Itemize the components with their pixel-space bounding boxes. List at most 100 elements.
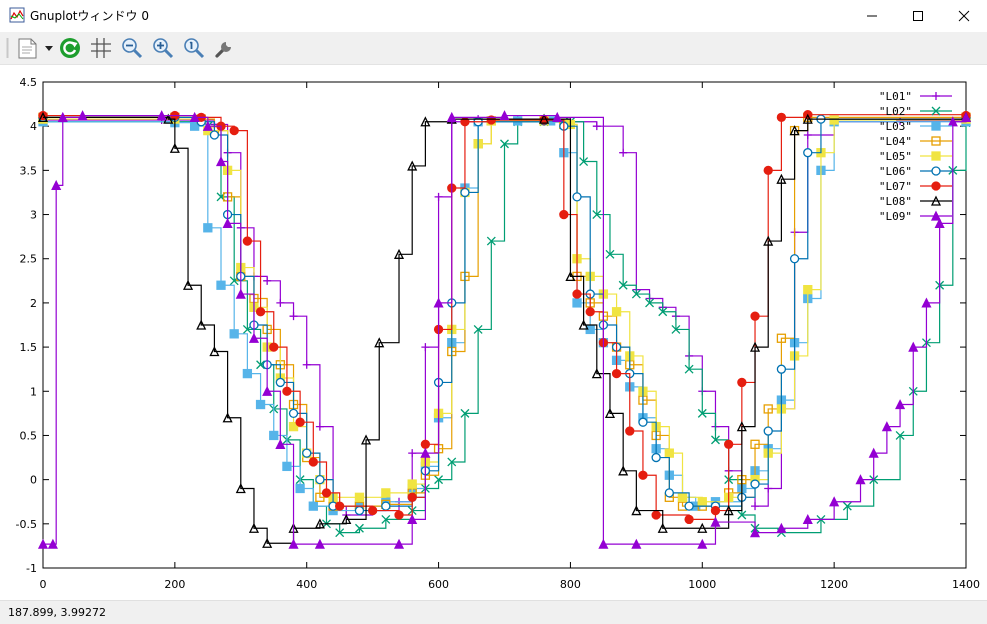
data-point [381,514,391,524]
data-point [921,297,932,308]
gnuplot-app-icon [9,7,25,23]
data-point [737,510,747,520]
y-tick-label: 3 [30,209,37,222]
data-point [572,192,582,202]
copy-print-menu-button[interactable] [14,36,56,60]
maximize-icon [913,11,923,21]
zoom-previous-icon [122,38,143,59]
x-tick-label: 1000 [688,578,716,591]
data-point [262,537,273,548]
data-point [276,298,285,307]
data-point [407,492,417,502]
data-point [486,115,496,125]
copy-print-menu-icon [18,38,53,59]
chart: 0 200 400 600 800 1000 1200 1400 -1 -0.5 0 0.5 1 1.5 2… [0,66,987,600]
data-point [895,430,905,440]
data-point [189,121,200,131]
data-point [282,386,292,396]
data-point [315,422,324,431]
data-point [407,513,418,525]
data-point [829,496,840,507]
data-point [684,501,694,511]
data-point [255,399,266,410]
data-point [203,223,213,233]
data-point [302,360,311,369]
data-point [947,116,958,127]
zoom-next-button[interactable] [150,36,176,60]
data-point [697,522,708,533]
data-point [592,122,601,131]
zoom-next-icon [153,38,174,59]
data-point [335,528,345,538]
data-point [269,342,279,352]
legend-label: "L08" [879,195,912,208]
data-point [288,538,299,549]
data-point [47,538,58,549]
close-button[interactable] [941,0,987,32]
data-point [486,236,496,246]
data-point [776,333,787,343]
data-point [604,407,616,419]
data-point [434,475,444,485]
data-point [572,289,582,299]
data-point [618,465,629,476]
replot-button[interactable] [57,36,83,60]
data-point [500,139,509,149]
data-point [420,447,431,458]
data-point [374,337,385,348]
data-point [446,111,457,122]
data-point [408,449,417,458]
data-point [684,514,694,525]
data-point [645,298,655,308]
data-point [420,439,431,449]
data-point [51,179,62,191]
data-point [354,492,365,502]
y-tick-label: 1 [30,385,37,398]
x-tick-label: 1400 [952,578,980,591]
data-point [242,368,253,379]
toolbar-grip [6,38,9,58]
data-point [803,131,812,140]
y-tick-label: 3.5 [20,164,38,177]
x-tick-label: 0 [40,578,47,591]
data-point [750,439,760,449]
zoom-previous-button[interactable] [119,36,145,60]
data-point [684,364,694,374]
data-point [611,307,622,317]
data-point [341,513,352,525]
data-point [664,488,674,498]
data-point [724,439,734,449]
plot-area[interactable]: 0 200 400 600 800 1000 1200 1400 -1 -0.5 0 0.5 1 1.5 2… [0,66,987,600]
options-button[interactable] [212,36,238,60]
data-point [711,435,720,445]
y-tick-label: -1 [26,562,37,575]
data-point [209,130,220,140]
legend-label: "L05" [879,150,912,163]
title-bar[interactable]: Gnuplotウィンドウ 0 [0,0,987,32]
data-point [631,538,642,549]
legend-label: "L04" [879,135,912,148]
replot-icon [60,38,80,58]
maximize-button[interactable] [895,0,941,32]
data-point [269,430,279,441]
y-tick-label: 4.5 [20,76,38,89]
data-point [321,488,332,498]
grid-button[interactable] [88,36,114,60]
data-point [196,319,207,330]
data-point [354,505,365,516]
data-point [229,329,239,339]
data-point [315,474,325,485]
window-title: Gnuplotウィンドウ 0 [30,9,149,23]
data-point [591,368,602,379]
data-point [776,364,787,374]
data-point [579,157,589,166]
data-point [473,324,483,334]
data-point [433,297,444,308]
data-point [552,111,563,122]
data-point [631,505,642,516]
data-point [585,307,595,317]
data-point [565,270,576,282]
toolbar [0,32,987,65]
autoscale-button[interactable] [181,36,207,60]
minimize-button[interactable] [849,0,895,32]
